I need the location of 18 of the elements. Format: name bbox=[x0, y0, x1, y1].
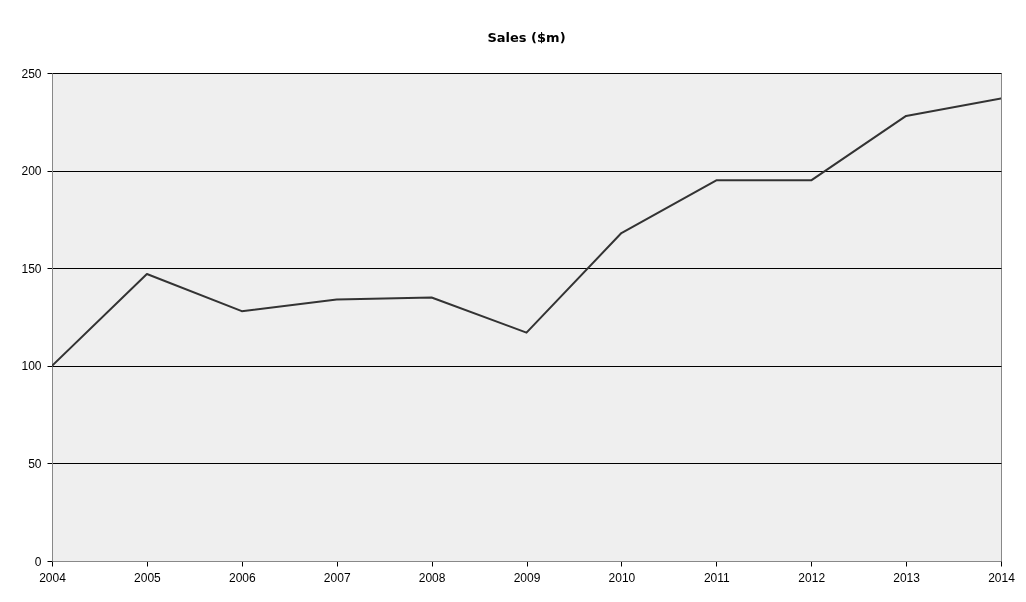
x-tick-label: 2010 bbox=[608, 570, 636, 585]
x-tick-label: 2012 bbox=[798, 570, 826, 585]
x-tick-label: 2007 bbox=[323, 570, 351, 585]
x-tick-label: 2014 bbox=[988, 570, 1016, 585]
x-tick-label: 2006 bbox=[228, 570, 256, 585]
y-tick-label: 100 bbox=[21, 359, 42, 374]
chart-title: Sales ($m) bbox=[487, 30, 566, 45]
y-tick-label: 200 bbox=[21, 164, 42, 179]
y-tick-label: 50 bbox=[28, 456, 42, 471]
y-tick-label: 150 bbox=[21, 261, 42, 276]
x-tick-label: 2004 bbox=[39, 570, 67, 585]
x-tick-label: 2005 bbox=[134, 570, 162, 585]
x-tick-label: 2008 bbox=[418, 570, 446, 585]
x-tick-label: 2013 bbox=[893, 570, 921, 585]
y-tick-label: 250 bbox=[21, 66, 42, 81]
y-tick-label: 0 bbox=[34, 554, 42, 569]
x-tick-label: 2009 bbox=[513, 570, 541, 585]
x-tick-label: 2011 bbox=[703, 570, 731, 585]
